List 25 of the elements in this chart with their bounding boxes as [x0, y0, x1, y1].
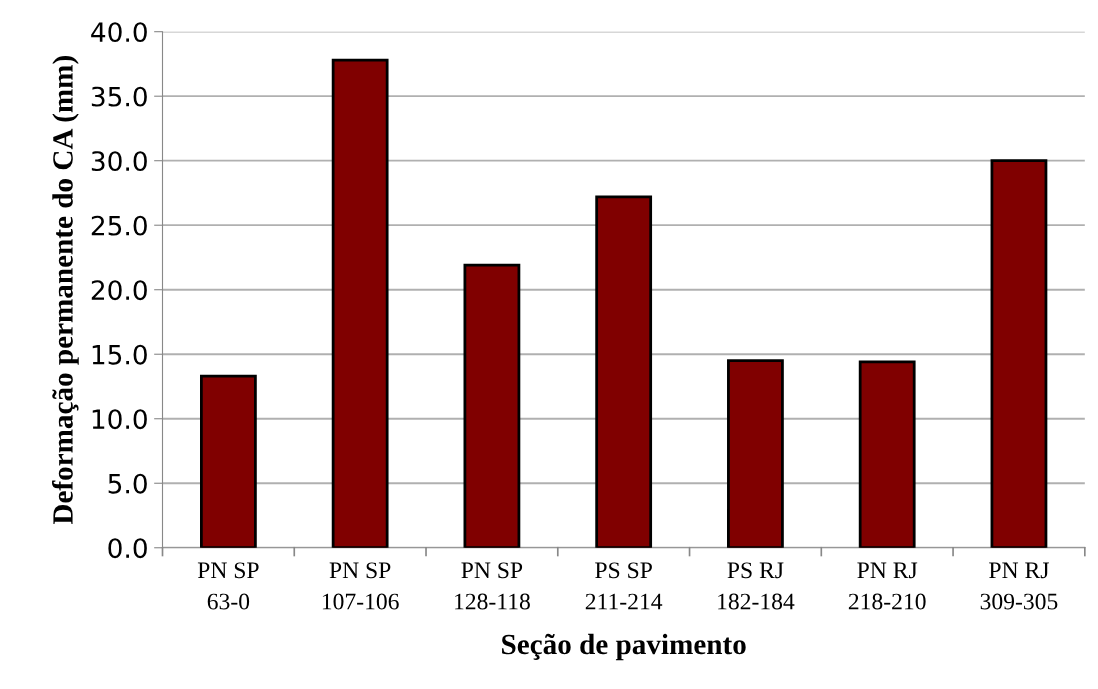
bar	[858, 360, 916, 548]
y-axis-title: Deformação permanente do CA (mm)	[52, 56, 79, 525]
x-axis-title: Seção de pavimento	[502, 633, 746, 661]
x-tick-label: PN RJ 218-210	[848, 562, 926, 610]
y-tick-label: 10.0	[92, 409, 147, 430]
x-tick-label: PN SP 128-118	[455, 562, 530, 610]
x-tick-label: PN SP 63-0	[197, 562, 259, 610]
bar	[727, 359, 784, 548]
bar	[595, 195, 653, 548]
y-tick-label: 40.0	[91, 22, 147, 43]
x-tick-label: PS RJ 182-184	[718, 562, 795, 610]
y-tick-label: 15.0	[92, 344, 147, 365]
y-tick-label: 35.0	[91, 86, 147, 107]
bar	[331, 58, 389, 548]
bar	[199, 374, 257, 548]
y-tick-label: 0.0	[108, 538, 147, 559]
x-tick-label: PS SP 211-214	[585, 562, 663, 610]
y-tick-label: 25.0	[91, 215, 147, 236]
y-tick-label: 30.0	[91, 151, 147, 172]
x-tick-label: PN SP 107-106	[322, 562, 399, 610]
y-tick-label: 20.0	[91, 280, 147, 301]
bar	[990, 159, 1048, 548]
bar	[463, 263, 521, 548]
x-tick-label: PN RJ 309-305	[980, 562, 1058, 610]
y-tick-label: 5.0	[108, 473, 147, 494]
